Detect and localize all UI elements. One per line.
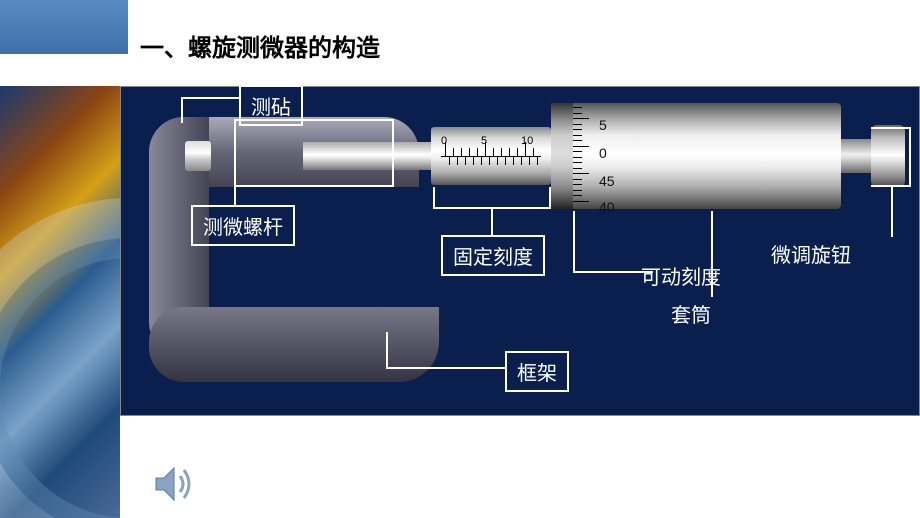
label-fixed-scale: 固定刻度 <box>441 235 545 276</box>
ratchet-stem <box>841 139 871 173</box>
lead-line <box>491 209 493 237</box>
anvil-part <box>185 141 211 171</box>
label-fine-knob: 微调旋钮 <box>761 235 861 272</box>
lead-line <box>573 211 575 271</box>
slide-decorative-strip <box>0 86 120 518</box>
lead-line <box>211 97 241 99</box>
label-frame: 框架 <box>505 351 569 392</box>
slide-title: 一、螺旋测微器的构造 <box>140 28 380 63</box>
lead-line <box>891 187 893 237</box>
micrometer-diagram: 0510 504540 测砧 测微螺杆 固定刻度 框架 可动刻度 套筒 微调旋钮 <box>120 86 920 416</box>
label-sleeve: 套筒 <box>661 295 721 332</box>
lead-line <box>234 187 236 207</box>
ratchet-bracket <box>871 127 911 187</box>
label-spindle: 测微螺杆 <box>191 205 295 246</box>
audio-icon[interactable] <box>150 460 198 508</box>
thimble-part <box>551 103 841 209</box>
lead-line <box>386 367 506 369</box>
spindle-highlight <box>234 119 394 187</box>
anvil-bracket <box>181 97 211 123</box>
thimble-bevel <box>551 103 573 209</box>
label-movable-scale: 可动刻度 <box>631 257 731 294</box>
slide-accent-bar <box>0 0 128 54</box>
movable-scale <box>573 107 591 205</box>
fixed-scale: 0510 <box>441 137 541 177</box>
lead-line <box>711 211 713 297</box>
lead-line <box>386 332 388 367</box>
fixed-scale-bracket <box>433 187 551 209</box>
